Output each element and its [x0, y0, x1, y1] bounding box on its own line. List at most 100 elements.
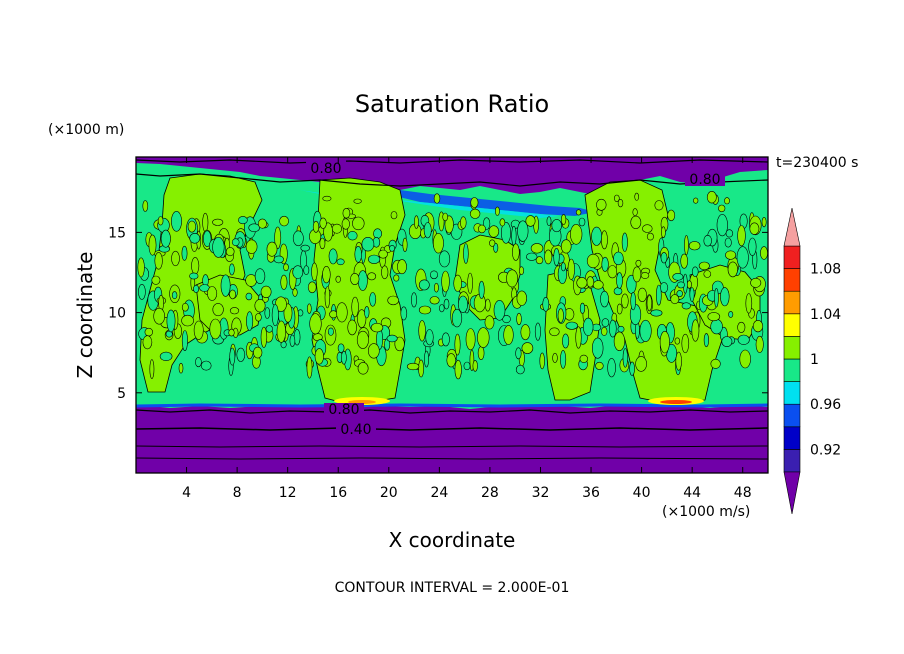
- noise-cell: [370, 322, 384, 333]
- noise-cell: [254, 299, 266, 313]
- noise-cell: [727, 261, 738, 278]
- noise-cell: [322, 195, 332, 202]
- noise-cell: [728, 311, 734, 318]
- noise-cell: [324, 286, 331, 309]
- y-axis-ticks: 5 10 15: [108, 225, 768, 402]
- colorbar-label: 1: [810, 352, 819, 368]
- noise-cell: [681, 333, 690, 354]
- plot-area: 0.80 0.80 0.80 0.40: [136, 157, 768, 473]
- noise-cell: [549, 327, 560, 337]
- contour-line-lower-3: [136, 445, 768, 448]
- y-unit-label: (×1000 m): [48, 122, 124, 138]
- noise-cell: [400, 306, 408, 321]
- noise-cell: [319, 217, 327, 229]
- noise-cell: [357, 362, 369, 375]
- noise-cell: [148, 234, 157, 256]
- noise-cell: [562, 333, 570, 349]
- noise-cell: [350, 272, 360, 285]
- noise-cell: [579, 302, 586, 314]
- noise-cell: [368, 254, 381, 264]
- noise-cell: [749, 222, 760, 235]
- noise-cell: [725, 250, 737, 260]
- noise-cell: [472, 360, 478, 372]
- noise-cell: [616, 303, 623, 315]
- noise-cell: [189, 272, 199, 280]
- noise-cell: [601, 230, 608, 250]
- noise-cell: [539, 352, 545, 370]
- noise-cell: [341, 350, 347, 365]
- noise-cell: [390, 211, 398, 220]
- noise-cell: [364, 306, 370, 319]
- noise-cell: [335, 275, 341, 283]
- colorbar-segment: [783, 381, 801, 405]
- noise-cell: [406, 362, 420, 371]
- noise-cell: [684, 235, 689, 256]
- noise-cell: [454, 359, 462, 380]
- noise-cell: [650, 309, 663, 317]
- noise-cell: [289, 334, 296, 347]
- noise-cell: [608, 319, 617, 338]
- noise-cell: [635, 356, 647, 372]
- noise-cell: [393, 274, 400, 282]
- noise-cell: [367, 343, 380, 359]
- noise-cell: [546, 216, 552, 226]
- noise-cell: [737, 225, 746, 247]
- noise-cell: [306, 356, 313, 379]
- noise-cell: [369, 292, 377, 307]
- noise-cell: [336, 302, 348, 323]
- noise-cell: [484, 298, 491, 312]
- noise-cell: [257, 218, 267, 229]
- noise-cell: [236, 347, 246, 362]
- noise-cell: [616, 272, 623, 289]
- noise-cell: [600, 290, 609, 308]
- colorbar-label: 0.96: [810, 397, 841, 413]
- noise-cell: [655, 284, 662, 306]
- noise-cell: [707, 312, 721, 322]
- noise-cell: [591, 337, 604, 359]
- noise-cell: [410, 292, 417, 308]
- noise-cell: [229, 307, 240, 315]
- noise-cell: [307, 281, 317, 294]
- noise-cell: [306, 303, 312, 314]
- noise-cell: [724, 197, 730, 205]
- noise-cell: [246, 311, 254, 331]
- noise-cell: [266, 241, 278, 257]
- noise-cell: [171, 291, 178, 300]
- noise-cell: [397, 259, 407, 275]
- noise-cell: [443, 298, 450, 310]
- noise-cell: [265, 325, 273, 333]
- noise-cell: [703, 333, 710, 348]
- noise-cell: [680, 253, 689, 269]
- noise-cell: [639, 319, 652, 342]
- noise-cell: [337, 343, 345, 353]
- noise-cell: [516, 290, 527, 306]
- noise-cell: [457, 295, 468, 313]
- colorbar-segment: [783, 290, 801, 315]
- noise-cell: [601, 256, 609, 272]
- noise-cell: [283, 263, 289, 272]
- noise-cell: [607, 358, 616, 378]
- noise-cell: [478, 280, 485, 299]
- noise-cell: [681, 302, 691, 310]
- noise-cell: [347, 231, 358, 241]
- noise-cell: [342, 208, 351, 219]
- noise-cell: [429, 296, 440, 305]
- noise-cell: [710, 319, 723, 335]
- noise-cell: [432, 233, 444, 254]
- noise-cell: [516, 312, 522, 326]
- noise-cell: [386, 334, 398, 343]
- noise-cell: [425, 329, 434, 346]
- noise-cell: [212, 236, 225, 258]
- noise-cell: [677, 281, 685, 289]
- noise-cell: [160, 229, 171, 248]
- noise-cell: [500, 222, 511, 244]
- noise-cell: [209, 318, 222, 340]
- noise-cell: [596, 198, 607, 211]
- noise-cell: [515, 347, 522, 360]
- noise-cell: [311, 262, 318, 281]
- noise-cell: [642, 224, 653, 233]
- noise-cell: [352, 216, 365, 231]
- noise-cell: [260, 326, 268, 348]
- noise-cell: [245, 239, 258, 254]
- y-tick-label: 10: [108, 306, 126, 322]
